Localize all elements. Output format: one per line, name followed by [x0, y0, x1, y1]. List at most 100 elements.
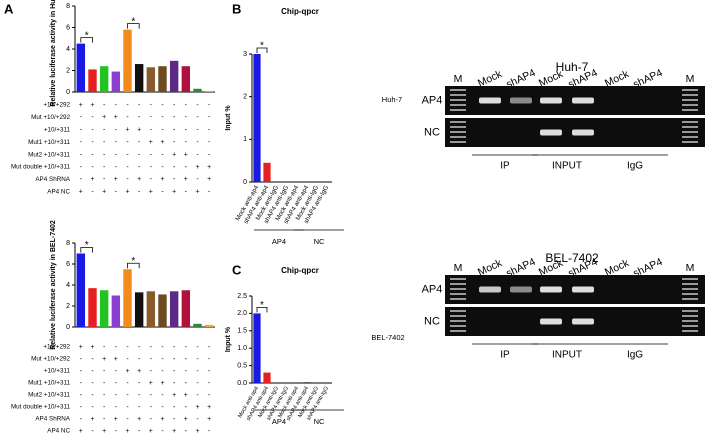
ladder-band [450, 99, 466, 101]
row-cell: - [91, 189, 94, 196]
bar [158, 294, 167, 327]
y-tick-label: 1.0 [237, 345, 247, 352]
row-label: Mut double +10/+311 [11, 164, 71, 171]
ladder-band [450, 94, 466, 96]
significance-bracket [256, 47, 268, 53]
row-cell: - [103, 139, 106, 146]
y-axis-label: Relative luciferase activity in Huh7 [50, 0, 57, 107]
ladder-band [450, 141, 466, 143]
row-cell: - [208, 428, 211, 435]
row-cell: - [126, 416, 129, 423]
bar [263, 162, 271, 182]
bar [193, 88, 202, 92]
row-cell: - [115, 139, 118, 146]
gel-band [540, 97, 562, 104]
row-cell: + [160, 176, 164, 183]
row-cell: - [161, 344, 164, 351]
row-label: NC [424, 315, 440, 327]
row-cell: - [80, 356, 83, 363]
bar [181, 290, 191, 327]
ladder-band [450, 121, 466, 123]
row-cell: - [173, 139, 176, 146]
row-cell: - [208, 356, 211, 363]
row-cell: + [102, 356, 106, 363]
y-tick-label: 6 [66, 261, 70, 268]
ladder-band [450, 278, 466, 280]
row-cell: - [138, 189, 141, 196]
group-label: IP [500, 350, 510, 361]
bar [169, 60, 179, 92]
row-label: Mut1 +10/+311 [28, 139, 70, 146]
row-cell: - [91, 380, 94, 387]
y-axis-label: Input % [225, 326, 232, 352]
row-cell: - [103, 392, 106, 399]
y-axis-label: Relative luciferase activity in BEL-7402 [50, 220, 57, 350]
ladder-band [450, 104, 466, 106]
row-cell: + [90, 102, 94, 109]
row-label: Mut +10/+292 [31, 114, 70, 121]
row-cell: - [161, 368, 164, 375]
gel-band [540, 129, 562, 136]
bar [76, 43, 86, 92]
row-cell: - [196, 356, 199, 363]
row-cell: - [91, 404, 94, 411]
row-cell: - [196, 392, 199, 399]
gel-band [510, 97, 532, 104]
row-cell: - [173, 416, 176, 423]
row-label: Mut double +10/+311 [11, 404, 71, 411]
row-cell: - [103, 368, 106, 375]
row-cell: - [161, 404, 164, 411]
significance-bracket [127, 262, 140, 269]
row-cell: - [103, 127, 106, 134]
row-cell: - [196, 127, 199, 134]
row-cell: - [150, 127, 153, 134]
bar [88, 288, 97, 327]
row-cell: - [208, 102, 211, 109]
row-cell: + [79, 428, 83, 435]
row-cell: - [115, 189, 118, 196]
group-label: AP4 [272, 417, 286, 426]
row-cell: - [208, 127, 211, 134]
ladder-band [682, 330, 698, 332]
ladder-band [450, 89, 466, 91]
row-cell: + [102, 114, 106, 121]
row-cell: + [172, 189, 176, 196]
y-tick-label: 1 [243, 136, 247, 143]
ladder-band [450, 293, 466, 295]
row-cell: - [80, 404, 83, 411]
row-cell: - [173, 380, 176, 387]
ladder-band [682, 89, 698, 91]
row-cell: - [196, 368, 199, 375]
row-cell: - [80, 380, 83, 387]
row-cell: - [161, 428, 164, 435]
row-cell: - [185, 164, 188, 171]
row-cell: + [137, 368, 141, 375]
bar [88, 69, 97, 92]
ladder-band [450, 109, 466, 111]
row-cell: - [185, 344, 188, 351]
row-cell: + [137, 176, 141, 183]
row-cell: - [91, 356, 94, 363]
significance-mark: * [85, 240, 89, 251]
row-cell: - [138, 139, 141, 146]
row-cell: - [173, 164, 176, 171]
row-cell: - [138, 151, 141, 158]
bar [134, 64, 144, 92]
row-cell: + [195, 164, 199, 171]
gel-title: BEL-7402 [545, 251, 599, 265]
row-cell: - [173, 404, 176, 411]
y-tick-label: 2.5 [237, 293, 247, 300]
gel-band [479, 286, 501, 293]
row-cell: - [138, 102, 141, 109]
row-cell: - [91, 392, 94, 399]
row-cell: + [207, 176, 211, 183]
ladder-band [682, 104, 698, 106]
significance-bracket [80, 247, 93, 253]
row-cell: - [173, 114, 176, 121]
ladder-band [450, 131, 466, 133]
row-cell: - [91, 368, 94, 375]
row-cell: - [126, 380, 129, 387]
row-label: +10/+311 [44, 126, 71, 133]
row-cell: - [150, 164, 153, 171]
significance-mark: * [260, 300, 264, 311]
